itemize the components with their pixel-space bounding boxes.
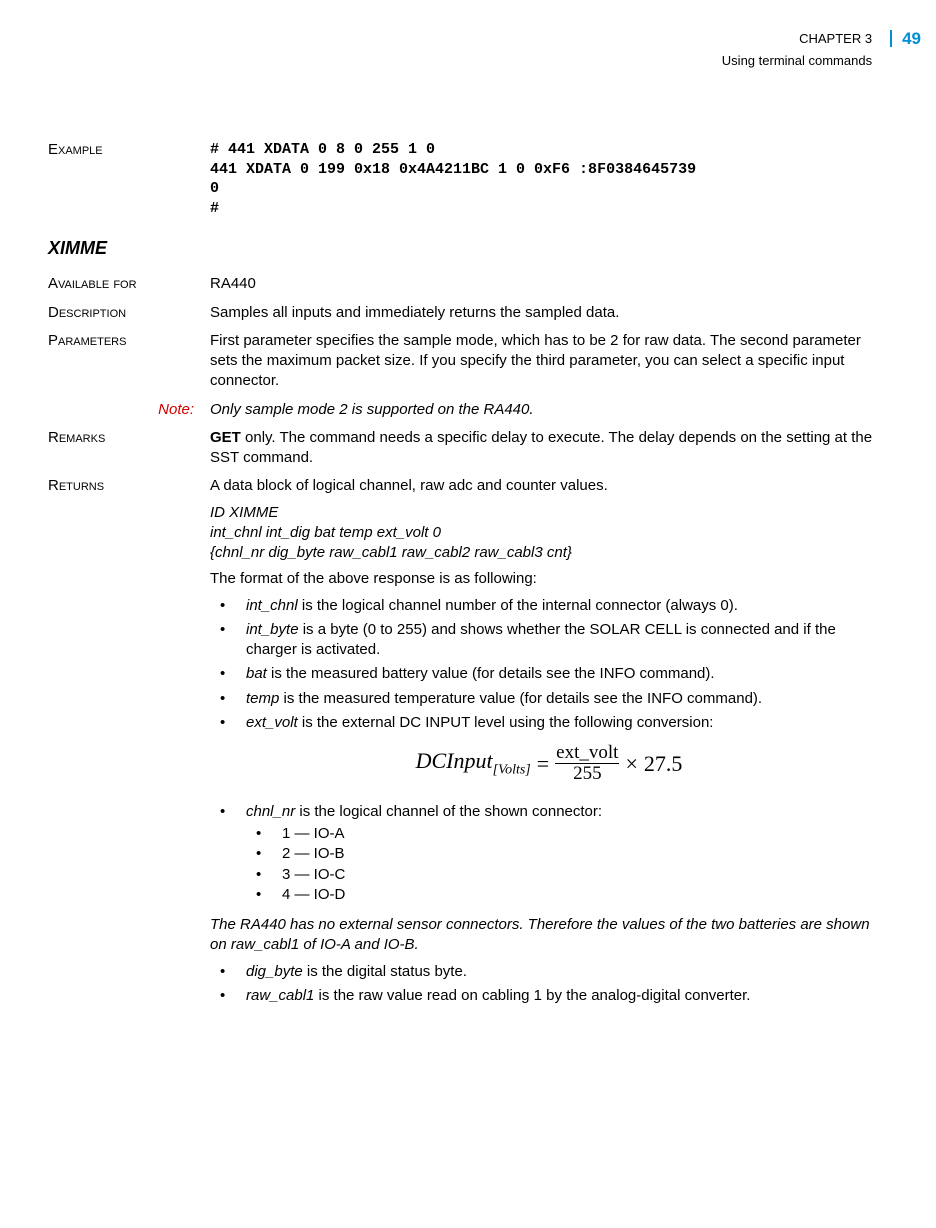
- bullet-term: int_byte: [246, 621, 299, 638]
- bullet-rest: is the logical channel number of the int…: [298, 597, 738, 614]
- list-item: 2 — IO-B: [246, 844, 888, 864]
- returns-body: A data block of logical channel, raw adc…: [210, 476, 888, 1010]
- list-item: bat is the measured battery value (for d…: [210, 664, 888, 684]
- example-row: Example # 441 XDATA 0 8 0 255 1 0 441 XD…: [48, 140, 888, 218]
- bullet-rest: is the logical channel of the shown conn…: [295, 803, 602, 820]
- remarks-row: Remarks GET only. The command needs a sp…: [48, 428, 888, 469]
- formula-const: 27.5: [644, 749, 683, 779]
- remarks-label: Remarks: [48, 428, 210, 469]
- list-item: raw_cabl1 is the raw value read on cabli…: [210, 986, 888, 1006]
- returns-row: Returns A data block of logical channel,…: [48, 476, 888, 1010]
- returns-intro: A data block of logical channel, raw adc…: [210, 476, 888, 496]
- formula-times: ×: [625, 749, 637, 779]
- bullet-term: int_chnl: [246, 597, 298, 614]
- bullet-rest: is the measured battery value (for detai…: [267, 665, 715, 682]
- formula-eq: =: [537, 749, 549, 779]
- remarks-value: GET only. The command needs a specific d…: [210, 428, 888, 469]
- example-label: Example: [48, 140, 210, 218]
- channel-sublist: 1 — IO-A 2 — IO-B 3 — IO-C 4 — IO-D: [246, 824, 888, 905]
- bullet-rest: is a byte (0 to 255) and shows whether t…: [246, 621, 836, 658]
- chapter-label: CHAPTER 3: [722, 30, 872, 48]
- returns-label: Returns: [48, 476, 210, 1010]
- page-content: Example # 441 XDATA 0 8 0 255 1 0 441 XD…: [48, 140, 888, 1018]
- available-for-row: Available for RA440: [48, 274, 888, 294]
- page-header: CHAPTER 3 Using terminal commands 49: [722, 30, 936, 69]
- remarks-bold: GET: [210, 429, 241, 446]
- bullet-term: dig_byte: [246, 963, 303, 980]
- available-for-label: Available for: [48, 274, 210, 294]
- returns-bullets: int_chnl is the logical channel number o…: [210, 596, 888, 734]
- bullet-rest: is the raw value read on cabling 1 by th…: [314, 987, 750, 1004]
- command-title: XIMME: [48, 236, 888, 260]
- bullet-term: bat: [246, 665, 267, 682]
- parameters-row: Parameters First parameter specifies the…: [48, 331, 888, 392]
- description-label: Description: [48, 303, 210, 323]
- note-row: Note: Only sample mode 2 is supported on…: [48, 400, 888, 420]
- formula-fraction: ext_volt 255: [555, 743, 619, 784]
- list-item: 3 — IO-C: [246, 865, 888, 885]
- list-item: int_chnl is the logical channel number o…: [210, 596, 888, 616]
- list-item: temp is the measured temperature value (…: [210, 689, 888, 709]
- formula-den: 255: [572, 764, 603, 784]
- header-subtitle: Using terminal commands: [722, 52, 872, 70]
- note-value: Only sample mode 2 is supported on the R…: [210, 400, 888, 420]
- page-number: 49: [890, 30, 936, 47]
- bullet-term: raw_cabl1: [246, 987, 314, 1004]
- formula-lhs-text: DCInput: [416, 748, 493, 773]
- parameters-label: Parameters: [48, 331, 210, 392]
- chnl-bullet-list: chnl_nr is the logical channel of the sh…: [210, 802, 888, 905]
- returns-format-line: The format of the above response is as f…: [210, 569, 888, 589]
- list-item: chnl_nr is the logical channel of the sh…: [210, 802, 888, 905]
- bullet-rest: is the external DC INPUT level using the…: [298, 714, 714, 731]
- bullet-term: temp: [246, 690, 279, 707]
- bullet-term: ext_volt: [246, 714, 298, 731]
- bullet-rest: is the measured temperature value (for d…: [279, 690, 762, 707]
- bullet-term: chnl_nr: [246, 803, 295, 820]
- description-value: Samples all inputs and immediately retur…: [210, 303, 888, 323]
- bullet-rest: is the digital status byte.: [303, 963, 467, 980]
- list-item: ext_volt is the external DC INPUT level …: [210, 713, 888, 733]
- returns-response-block: ID XIMME int_chnl int_dig bat temp ext_v…: [210, 503, 888, 564]
- dc-input-formula: DCInput[Volts] = ext_volt 255 × 27.5: [210, 743, 888, 784]
- formula-num: ext_volt: [555, 743, 619, 764]
- formula-lhs: DCInput[Volts]: [416, 746, 531, 780]
- trailing-bullets: dig_byte is the digital status byte. raw…: [210, 962, 888, 1007]
- example-code: # 441 XDATA 0 8 0 255 1 0 441 XDATA 0 19…: [210, 140, 888, 218]
- available-for-value: RA440: [210, 274, 888, 294]
- list-item: int_byte is a byte (0 to 255) and shows …: [210, 620, 888, 661]
- list-item: dig_byte is the digital status byte.: [210, 962, 888, 982]
- list-item: 1 — IO-A: [246, 824, 888, 844]
- description-row: Description Samples all inputs and immed…: [48, 303, 888, 323]
- ra440-note: The RA440 has no external sensor connect…: [210, 915, 888, 956]
- remarks-rest: only. The command needs a specific delay…: [210, 429, 872, 466]
- list-item: 4 — IO-D: [246, 885, 888, 905]
- parameters-value: First parameter specifies the sample mod…: [210, 331, 888, 392]
- formula-lhs-sub: [Volts]: [493, 763, 531, 778]
- note-label: Note:: [48, 400, 210, 420]
- header-text-block: CHAPTER 3 Using terminal commands: [722, 30, 890, 69]
